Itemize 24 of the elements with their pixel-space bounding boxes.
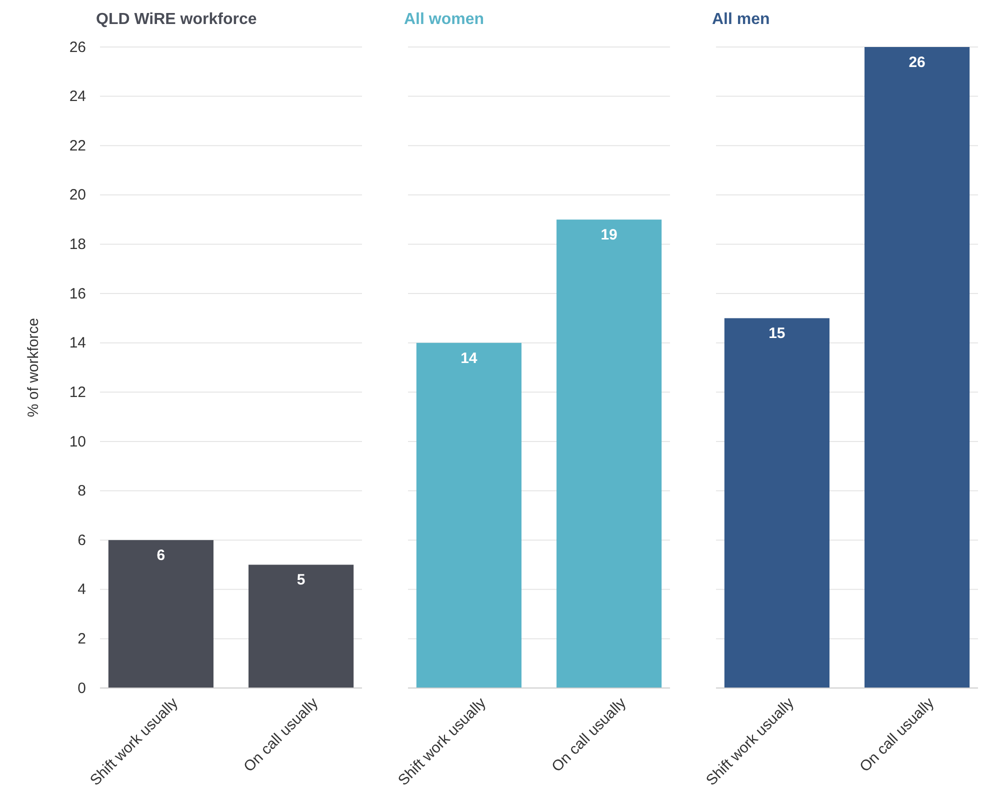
y-tick-label: 6 [78,532,86,549]
y-tick-label: 14 [69,334,86,352]
y-tick-label: 4 [78,581,86,598]
chart-title: QLD WiRE workforce [96,11,257,28]
data-label: 15 [768,325,786,342]
y-tick-label: 24 [69,88,86,106]
y-tick-label: 8 [78,482,86,500]
y-tick-label: 12 [69,384,86,401]
y-tick-label: 16 [69,285,86,302]
chart-title: All women [404,11,484,28]
chart-title: All men [712,11,770,28]
y-tick-label: 22 [69,137,86,154]
y-tick-label: 18 [69,236,86,254]
data-label: 14 [460,350,478,367]
y-tick-label: 2 [78,630,86,648]
data-label: 26 [908,54,926,71]
y-tick-label: 26 [69,38,86,56]
y-tick-label: 0 [78,680,86,697]
y-axis-title: % of workforce [25,318,42,418]
data-label: 6 [156,547,166,564]
y-tick-label: 20 [69,186,86,204]
data-label: 19 [600,226,618,244]
y-tick-label: 10 [69,433,86,450]
data-label: 5 [296,572,306,589]
